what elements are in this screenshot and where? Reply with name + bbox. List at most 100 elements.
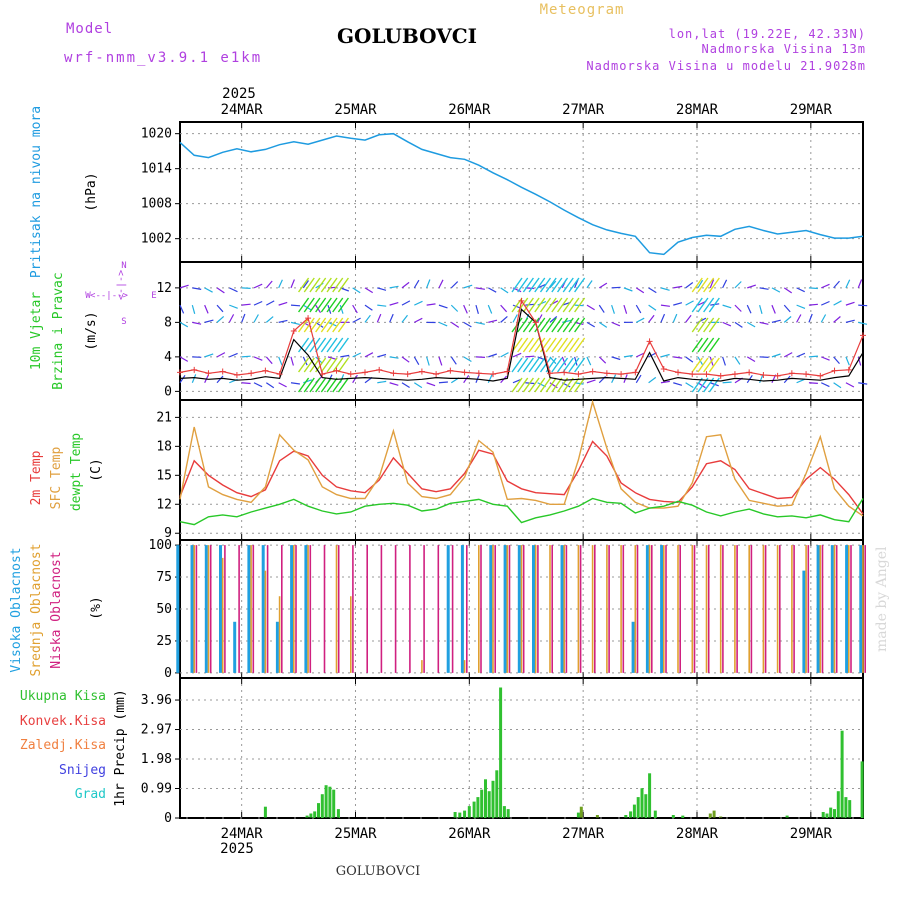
wind-barb [191,304,196,314]
wind-barb [438,381,448,384]
cloud-unit-label: (%) [89,596,104,619]
model-elevation-label: Nadmorska Visina u modelu 21.9028m [586,59,866,73]
y-tick-label: 1002 [141,232,172,247]
wind-barb [389,382,399,386]
wind-barb [401,382,410,389]
gust-marker [532,319,539,326]
wind-barb [216,287,225,294]
wind-barb [673,302,683,306]
wind-barb [636,352,645,358]
y-tick-label: 75 [156,570,172,585]
y-tick-label: 100 [149,538,172,553]
wind-barb [537,356,547,361]
wind-barb [685,356,694,363]
wind-barb [426,303,436,306]
wind-barb [340,354,350,358]
wind-burst-arrow [315,277,327,293]
precip-bar [833,809,836,818]
precip-bar [317,803,320,818]
wind-unit-label: (m/s) [84,311,99,350]
gust-marker [475,370,482,377]
wind-barb [783,352,793,358]
wind-barb [759,374,764,383]
wind-burst-arrow [708,317,720,333]
wind-barb [734,304,742,312]
wind-barb [549,356,557,365]
wind-barb [808,313,813,323]
wind-barb [278,319,288,323]
gust-marker [191,366,198,373]
chart-kind-label: Meteogram [540,2,625,18]
wind-barb [833,356,840,364]
wind-burst-arrow [522,297,534,313]
wind-barb [796,304,806,309]
gust-marker [290,328,297,334]
wind-barb [672,313,678,323]
precip-bar [848,800,852,818]
wind-burst-arrow [562,317,574,333]
precip-bar [836,791,840,818]
wind-barb [561,356,567,366]
day-label-bottom: 29MAR [790,826,833,842]
precip-legend-item: Konvek.Kisa [20,714,106,729]
wind-burst-arrow [568,377,580,393]
wind-burst-arrow [539,357,552,373]
wind-burst-arrow [691,337,703,353]
precip-bar [458,812,462,818]
wind-barb [290,304,301,307]
wind-speed-line [179,308,864,382]
wind-barb [648,314,655,323]
wind-burst-arrow [528,337,540,353]
gust-marker [831,367,838,374]
wind-barb [241,313,246,323]
precip-bar [332,789,336,818]
wind-barb [401,314,408,323]
precip-bar [313,811,317,818]
wind-burst-arrow [511,277,523,293]
wind-burst-arrow [326,317,338,333]
wind-barb [623,304,628,314]
wind-burst-arrow [298,357,310,373]
wind-burst-arrow [539,297,552,313]
compass-e: E [151,291,156,301]
wind-barb [278,356,283,366]
footer-station: GOLUBOVCI [336,864,421,879]
wind-burst-arrow [511,377,523,393]
gust-marker [817,372,824,379]
precip-bar [624,815,628,818]
precip-bar [636,797,640,818]
wind-barb [290,321,300,325]
y-tick-label: 1.98 [141,752,172,767]
gust-marker [675,369,682,376]
gust-marker [575,371,582,378]
panel-frame [179,121,864,263]
precip-bar [467,806,471,818]
wind-barb [525,303,535,306]
wind-burst-arrow [332,377,344,393]
elevation-label: Nadmorska Visina 13m [702,42,867,56]
wind-burst-arrow [708,357,720,373]
precip-bar [491,780,495,818]
wind-burst-arrow [551,317,563,333]
gust-marker [546,370,553,377]
wind-barb [488,287,497,293]
wind-barb [229,352,238,358]
wind-burst-arrow [337,357,349,373]
compass-arrow-vertical: <-|-> [116,270,127,300]
wind-barb [192,321,202,325]
y-tick-label: 0 [164,666,172,681]
gust-marker [418,368,425,375]
wind-barb [500,352,509,358]
wind-burst-arrow [703,277,715,293]
wind-burst-arrow [556,297,569,313]
wind-burst-arrow [320,377,332,393]
precip-bar [648,773,652,818]
wind-burst-arrow [551,277,563,293]
wind-barb [722,321,732,327]
day-label-top: 24MAR [221,102,264,118]
wind-burst-arrow [551,337,563,353]
wind-burst-arrow [697,337,709,353]
wind-burst-arrow [556,277,569,293]
wind-burst-arrow [568,277,580,293]
